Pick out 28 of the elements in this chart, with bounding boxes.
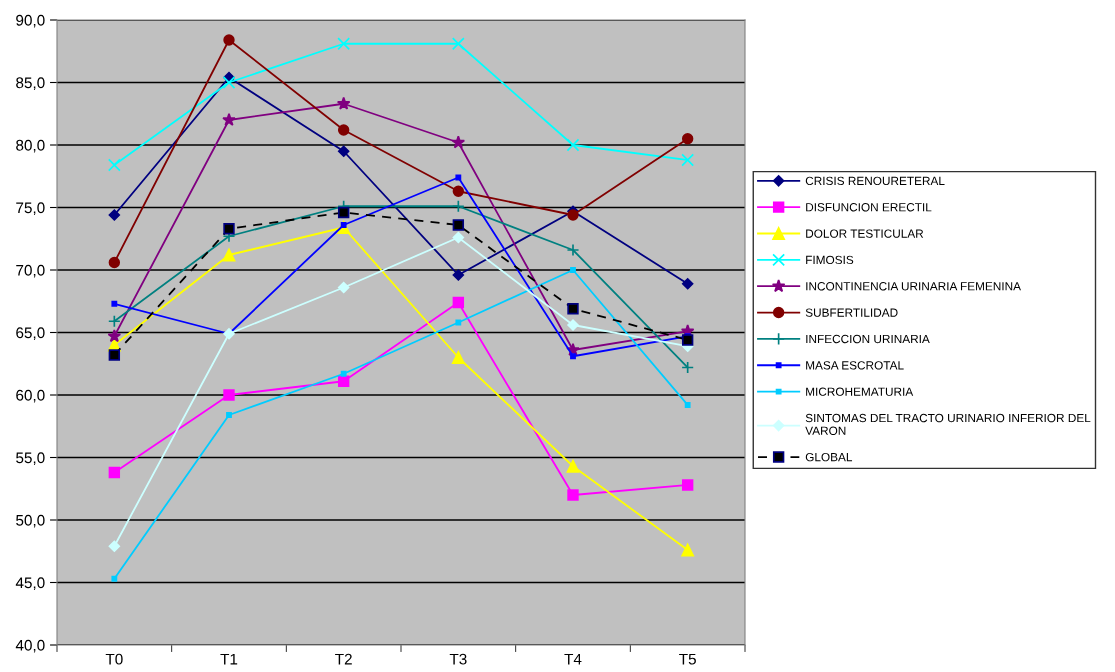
y-tick-label: 65,0: [16, 327, 45, 340]
legend-label: MICROHEMATURIA: [806, 387, 914, 396]
legend-label: INFECCION URINARIA: [806, 334, 930, 344]
y-tick-label: 50,0: [16, 514, 45, 528]
legend-label: SUBFERTILIDAD: [805, 308, 898, 317]
y-tick-label: 75,0: [16, 202, 45, 215]
x-tick-label: T2: [335, 653, 352, 665]
legend-label: SINTOMAS DEL TRACTO URINARIO INFERIOR DEL VARON: [805, 413, 1091, 435]
y-tick-label: 70,0: [16, 264, 45, 278]
y-tick-label: 55,0: [16, 452, 45, 465]
legend-label: INCONTINENCIA URINARIA FEMENINA: [806, 282, 1021, 291]
y-tick-label: 60,0: [16, 389, 45, 403]
legend-label: GLOBAL: [805, 452, 853, 462]
y-tick-label: 80,0: [16, 139, 45, 153]
y-tick-label: 40,0: [15, 639, 45, 653]
y-tick-label: 90,0: [16, 14, 45, 28]
legend-label: MASA ESCROTAL: [806, 361, 904, 370]
x-tick-label: T4: [564, 653, 582, 665]
x-tick-label: T5: [679, 653, 696, 665]
legend-label: DISFUNCION ERECTIL: [806, 203, 932, 212]
x-tick-label: T0: [105, 653, 123, 665]
legend-label: CRISIS RENOURETERAL: [805, 176, 945, 186]
y-tick-label: 85,0: [16, 77, 45, 90]
y-tick-label: 45,0: [15, 577, 45, 590]
x-tick-label: T1: [220, 653, 238, 665]
legend-label: FIMOSIS: [806, 255, 854, 265]
x-tick-label: T3: [449, 653, 467, 665]
legend-label: DOLOR TESTICULAR: [806, 229, 924, 238]
